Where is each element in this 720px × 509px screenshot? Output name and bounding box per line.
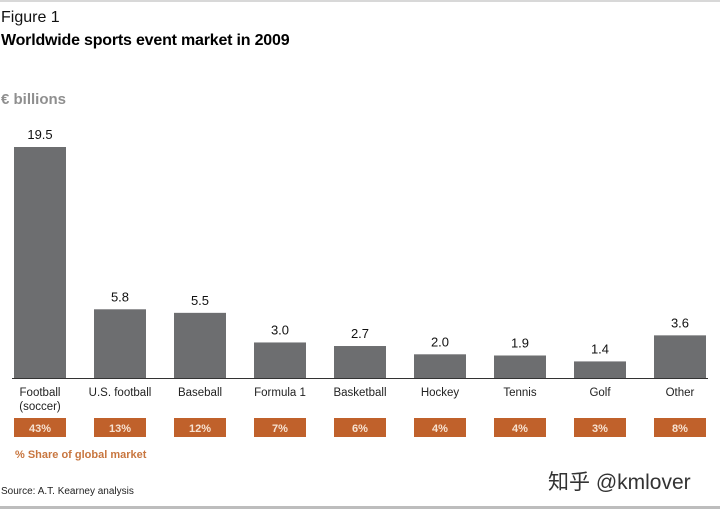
share-box bbox=[574, 418, 626, 437]
share-label: 7% bbox=[272, 423, 288, 435]
bar bbox=[414, 354, 466, 378]
value-label: 1.4 bbox=[591, 341, 609, 356]
bar bbox=[334, 346, 386, 378]
share-box bbox=[254, 418, 306, 437]
category-label: Formula 1 bbox=[254, 387, 306, 399]
category-label: Basketball bbox=[333, 387, 386, 399]
value-label: 3.6 bbox=[671, 315, 689, 330]
share-label: 4% bbox=[512, 423, 528, 435]
value-label: 19.5 bbox=[27, 127, 52, 142]
share-box bbox=[414, 418, 466, 437]
value-label: 3.0 bbox=[271, 322, 289, 337]
chart-title: Worldwide sports event market in 2009 bbox=[1, 32, 290, 49]
category-label: Tennis bbox=[503, 387, 536, 399]
share-box bbox=[654, 418, 706, 437]
bottom-border bbox=[0, 506, 720, 509]
value-label: 5.8 bbox=[111, 289, 129, 304]
share-label: 3% bbox=[592, 423, 608, 435]
share-label: 43% bbox=[29, 423, 51, 435]
category-label: Baseball bbox=[178, 387, 222, 399]
share-box bbox=[494, 418, 546, 437]
bar bbox=[94, 309, 146, 378]
share-box bbox=[14, 418, 66, 437]
value-label: 2.7 bbox=[351, 326, 369, 341]
share-label: 13% bbox=[109, 423, 131, 435]
value-label: 1.9 bbox=[511, 335, 529, 350]
watermark: 知乎 @kmlover bbox=[548, 471, 691, 494]
bar bbox=[494, 355, 546, 378]
figure-label: Figure 1 bbox=[1, 9, 60, 26]
bar bbox=[14, 147, 66, 378]
bar bbox=[574, 361, 626, 378]
bar bbox=[254, 342, 306, 378]
category-label: U.S. football bbox=[89, 387, 152, 399]
share-legend: % Share of global market bbox=[15, 449, 147, 461]
share-label: 6% bbox=[352, 423, 368, 435]
share-label: 12% bbox=[189, 423, 211, 435]
share-label: 8% bbox=[672, 423, 688, 435]
category-label: Football (soccer) bbox=[19, 387, 61, 413]
category-label: Hockey bbox=[421, 387, 460, 399]
value-label: 2.0 bbox=[431, 334, 449, 349]
share-box bbox=[174, 418, 226, 437]
share-label: 4% bbox=[432, 423, 448, 435]
bar bbox=[654, 335, 706, 378]
category-label: Other bbox=[666, 387, 695, 399]
category-label: Golf bbox=[589, 387, 611, 399]
source-note: Source: A.T. Kearney analysis bbox=[1, 486, 134, 497]
share-box bbox=[94, 418, 146, 437]
top-border bbox=[0, 0, 720, 2]
value-label: 5.5 bbox=[191, 293, 209, 308]
share-box bbox=[334, 418, 386, 437]
y-axis-label: € billions bbox=[1, 91, 67, 108]
bar bbox=[174, 312, 226, 378]
